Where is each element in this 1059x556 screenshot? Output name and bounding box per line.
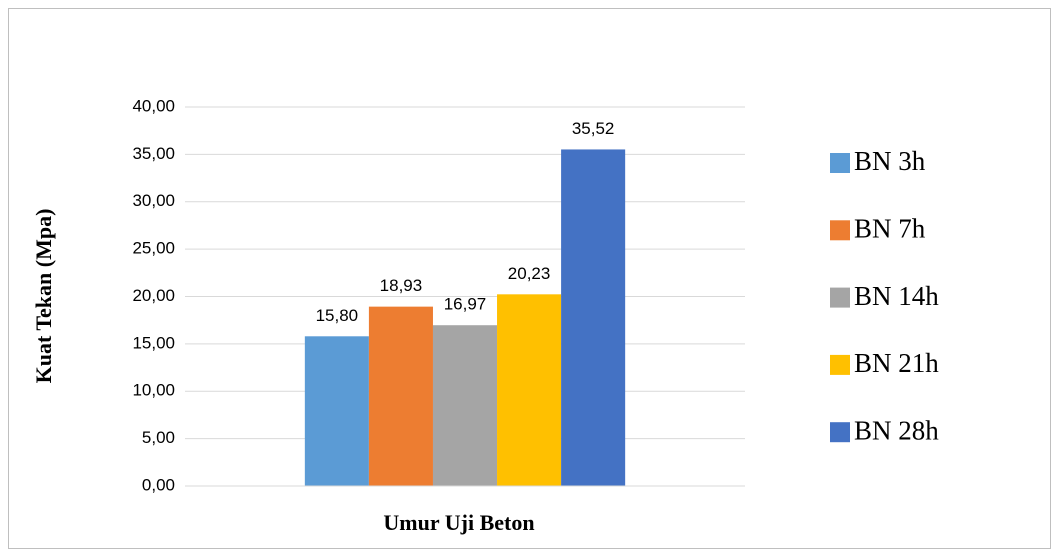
legend-swatch [830,153,850,173]
legend-swatch [830,354,850,375]
bar [304,336,369,486]
data-label: 35,52 [572,119,615,138]
legend-label: BN 14h [854,281,939,311]
legend-swatch [830,422,850,443]
y-tick-label: 30,00 [132,191,175,210]
legend-label: BN 21h [854,348,939,378]
legend-swatch [830,287,850,308]
y-tick-label: 20,00 [132,286,175,305]
data-label: 20,23 [508,264,551,283]
y-tick-label: 25,00 [132,239,175,258]
x-axis-title: Umur Uji Beton [383,510,534,535]
y-tick-label: 15,00 [132,333,175,352]
legend-label: BN 3h [854,146,926,176]
legend-swatch [830,220,850,241]
y-axis-title: Kuat Tekan (Mpa) [31,209,56,384]
data-label: 18,93 [380,276,423,295]
data-label: 16,97 [444,295,487,314]
y-tick-label: 10,00 [132,381,175,400]
y-tick-label: 40,00 [132,96,175,115]
y-tick-label: 0,00 [142,475,175,494]
bar [432,325,498,486]
bar [561,149,626,486]
y-tick-label: 5,00 [142,428,175,447]
data-label: 15,80 [316,306,359,325]
bar [497,294,562,486]
legend-label: BN 7h [854,214,926,244]
bar [368,306,433,486]
legend-label: BN 28h [854,415,939,445]
y-tick-label: 35,00 [132,144,175,163]
